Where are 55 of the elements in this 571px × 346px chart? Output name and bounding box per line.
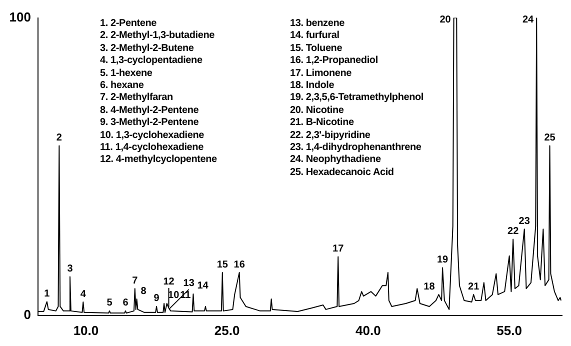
annotation: 21. B-Nicotine (290, 117, 355, 130)
annotation: 6. hexane (100, 80, 145, 92)
annotation: 24 (522, 14, 534, 26)
annotation: 7. 2-Methylfaran (100, 92, 174, 105)
annotation: 11. 1,4-cyclohexadiene (100, 142, 204, 154)
annotation: 2 (56, 132, 62, 144)
annotation: 13. benzene (290, 18, 346, 30)
annotation: 4. 1,3-cyclopentadiene (100, 55, 204, 68)
y-tick-label: 0 (24, 306, 31, 322)
annotation: 1 (44, 288, 50, 300)
annotation: 23. 1,4-dihydrophenanthrene (290, 142, 422, 154)
annotation: 25. Hexadecanoic Acid (290, 166, 395, 180)
annotation: 3 (67, 263, 74, 274)
annotation: 5. 1-hexene (100, 68, 154, 80)
annotation: 21 (468, 281, 480, 292)
annotation: 19 (436, 254, 449, 266)
annotation: 22 (508, 226, 520, 237)
annotation: 14. furfural (290, 30, 340, 43)
x-tick-label: 40.0 (356, 322, 381, 338)
annotation: 8 (140, 286, 147, 297)
annotation: 15. Toluene (290, 42, 344, 56)
annotation: 5 (106, 298, 113, 309)
annotation: 15 (216, 259, 228, 270)
annotation: 9 (154, 293, 160, 304)
annotation: 13 (183, 278, 195, 290)
annotation: 12. 4-methylcyclopentene (100, 154, 217, 167)
annotation: 14 (197, 280, 209, 292)
annotation: 7 (132, 275, 138, 286)
annotation: 17. Limonene (290, 68, 353, 80)
annotation: 6 (122, 298, 129, 309)
annotation: 20 (440, 14, 452, 26)
annotation: 18 (424, 281, 436, 292)
annotation: 25 (544, 132, 556, 144)
x-tick-label: 10.0 (73, 322, 99, 338)
annotation: 22. 2,3'-bipyridine (290, 130, 372, 142)
annotation: 10. 1,3-cyclohexadiene (100, 130, 205, 142)
annotation: 16 (234, 259, 246, 270)
annotation: 3. 2-Methyl-2-Butene (100, 42, 195, 56)
annotation: 1. 2-Pentene (100, 18, 158, 30)
annotation: 9. 3-Methyl-2-Pentene (100, 117, 200, 130)
annotation: 20. Nicotine (290, 104, 345, 118)
annotation: 2. 2-Methyl-1,3-butadiene (100, 30, 216, 43)
annotation: 4 (80, 288, 86, 300)
annotation: 8. 4-Methyl-2-Pentene (100, 104, 200, 118)
annotation: 23 (518, 216, 530, 227)
annotation: 12 (163, 276, 175, 288)
annotation: 16. 1,2-Propanediol (290, 55, 379, 68)
annotation: 18. Indole (290, 80, 336, 92)
annotation: 10 (168, 290, 180, 302)
x-tick-label: 25.0 (214, 322, 240, 338)
annotation: 24. Neophythadiene (290, 154, 382, 167)
x-tick-label: 55.0 (496, 322, 522, 338)
annotation: 19. 2,3,5,6-Tetramethylphenol (290, 92, 424, 105)
y-tick-label: 100 (9, 9, 31, 24)
annotation: 17 (332, 244, 344, 255)
